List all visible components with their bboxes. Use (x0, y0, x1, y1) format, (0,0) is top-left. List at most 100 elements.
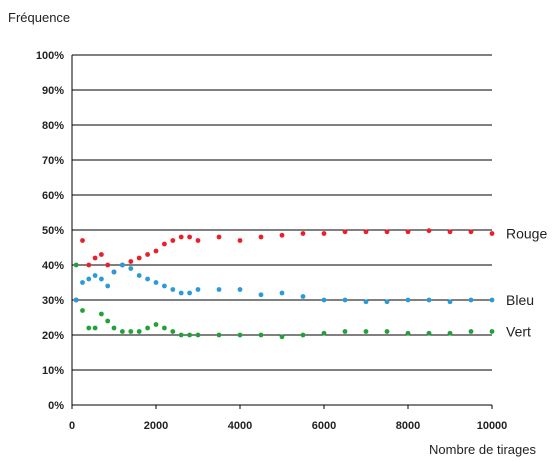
data-point-vert (128, 329, 134, 334)
data-point-rouge (105, 262, 111, 268)
data-point-vert (363, 329, 369, 334)
data-point-bleu (86, 276, 92, 282)
data-point-rouge (92, 255, 98, 261)
y-tick-label: 20% (42, 330, 64, 342)
y-axis-title: Fréquence (8, 10, 71, 25)
data-point-rouge (258, 234, 264, 240)
data-point-bleu (105, 283, 111, 289)
data-point-rouge (342, 229, 348, 235)
series-label-rouge: Rouge (506, 226, 547, 242)
data-point-rouge (279, 232, 285, 238)
x-tick-label: 0 (69, 420, 75, 432)
data-point-vert (216, 332, 222, 338)
data-point-bleu (162, 283, 167, 289)
data-point-vert (178, 332, 184, 338)
data-point-vert (321, 330, 327, 336)
data-point-rouge (99, 252, 104, 257)
data-point-bleu (187, 290, 193, 296)
data-point-vert (105, 318, 111, 324)
data-point-bleu (99, 276, 104, 282)
data-point-bleu (489, 297, 495, 303)
data-point-vert (92, 325, 98, 331)
data-point-rouge (80, 238, 85, 243)
data-point-rouge (489, 231, 495, 236)
data-point-vert (468, 329, 474, 334)
data-point-bleu (237, 287, 243, 292)
y-tick-label: 80% (42, 120, 64, 132)
x-tick-label: 8000 (396, 420, 420, 432)
data-point-vert (187, 332, 193, 338)
data-point-rouge (300, 231, 306, 236)
y-tick-label: 30% (42, 295, 64, 307)
data-point-vert (120, 329, 125, 334)
data-point-vert (99, 311, 104, 317)
data-point-vert (73, 262, 79, 268)
data-point-rouge (216, 234, 222, 240)
data-point-rouge (363, 229, 369, 235)
data-point-vert (489, 329, 495, 334)
data-point-vert (258, 332, 264, 338)
data-point-bleu (170, 287, 176, 292)
data-point-bleu (321, 297, 327, 303)
x-tick-label: 2000 (144, 420, 168, 432)
data-point-bleu (80, 280, 85, 285)
y-tick-label: 50% (42, 225, 64, 237)
data-point-rouge (128, 259, 134, 264)
data-point-rouge (468, 229, 474, 235)
x-tick-label: 4000 (228, 420, 252, 432)
y-tick-label: 60% (42, 190, 64, 202)
data-point-bleu (426, 297, 432, 303)
x-tick-label: 10000 (477, 420, 508, 432)
data-point-rouge (405, 229, 411, 235)
data-point-bleu (136, 273, 142, 278)
data-point-bleu (73, 297, 79, 303)
data-point-rouge (153, 248, 159, 254)
data-point-vert (136, 329, 142, 334)
data-point-rouge (237, 238, 243, 243)
data-point-bleu (258, 292, 264, 298)
data-point-vert (170, 329, 176, 334)
data-point-bleu (195, 287, 201, 292)
data-point-rouge (447, 229, 453, 235)
y-tick-label: 0% (48, 400, 64, 412)
data-point-bleu (145, 276, 151, 282)
data-point-rouge (321, 231, 327, 236)
data-point-rouge (384, 229, 390, 235)
y-tick-label: 10% (42, 365, 64, 377)
series-label-vert: Vert (506, 324, 531, 340)
data-point-bleu (178, 290, 184, 296)
data-point-bleu (92, 273, 98, 278)
data-point-vert (162, 325, 167, 331)
data-point-vert (153, 322, 159, 327)
data-point-vert (86, 325, 92, 331)
y-tick-label: 90% (42, 85, 64, 97)
data-point-vert (237, 332, 243, 338)
data-point-bleu (279, 290, 285, 296)
y-tick-label: 40% (42, 260, 64, 272)
x-axis-title: Nombre de tirages (429, 442, 536, 457)
data-point-vert (405, 330, 411, 336)
data-point-rouge (187, 234, 193, 240)
data-point-rouge (136, 255, 142, 261)
y-tick-label: 100% (36, 50, 64, 62)
data-point-bleu (363, 299, 369, 305)
data-point-bleu (128, 266, 134, 271)
series-label-bleu: Bleu (506, 292, 534, 308)
data-point-vert (426, 330, 432, 336)
data-point-vert (111, 325, 117, 331)
data-point-rouge (170, 238, 176, 243)
data-point-rouge (162, 241, 167, 247)
data-point-bleu (468, 297, 474, 303)
data-point-vert (384, 329, 390, 334)
data-point-rouge (195, 238, 201, 243)
data-point-vert (145, 325, 151, 331)
data-point-bleu (405, 297, 411, 303)
data-point-bleu (153, 280, 159, 285)
data-point-rouge (178, 234, 184, 240)
data-point-vert (279, 334, 285, 340)
data-point-bleu (111, 269, 117, 275)
data-point-bleu (216, 287, 222, 292)
data-point-vert (342, 329, 348, 334)
data-point-bleu (384, 299, 390, 305)
